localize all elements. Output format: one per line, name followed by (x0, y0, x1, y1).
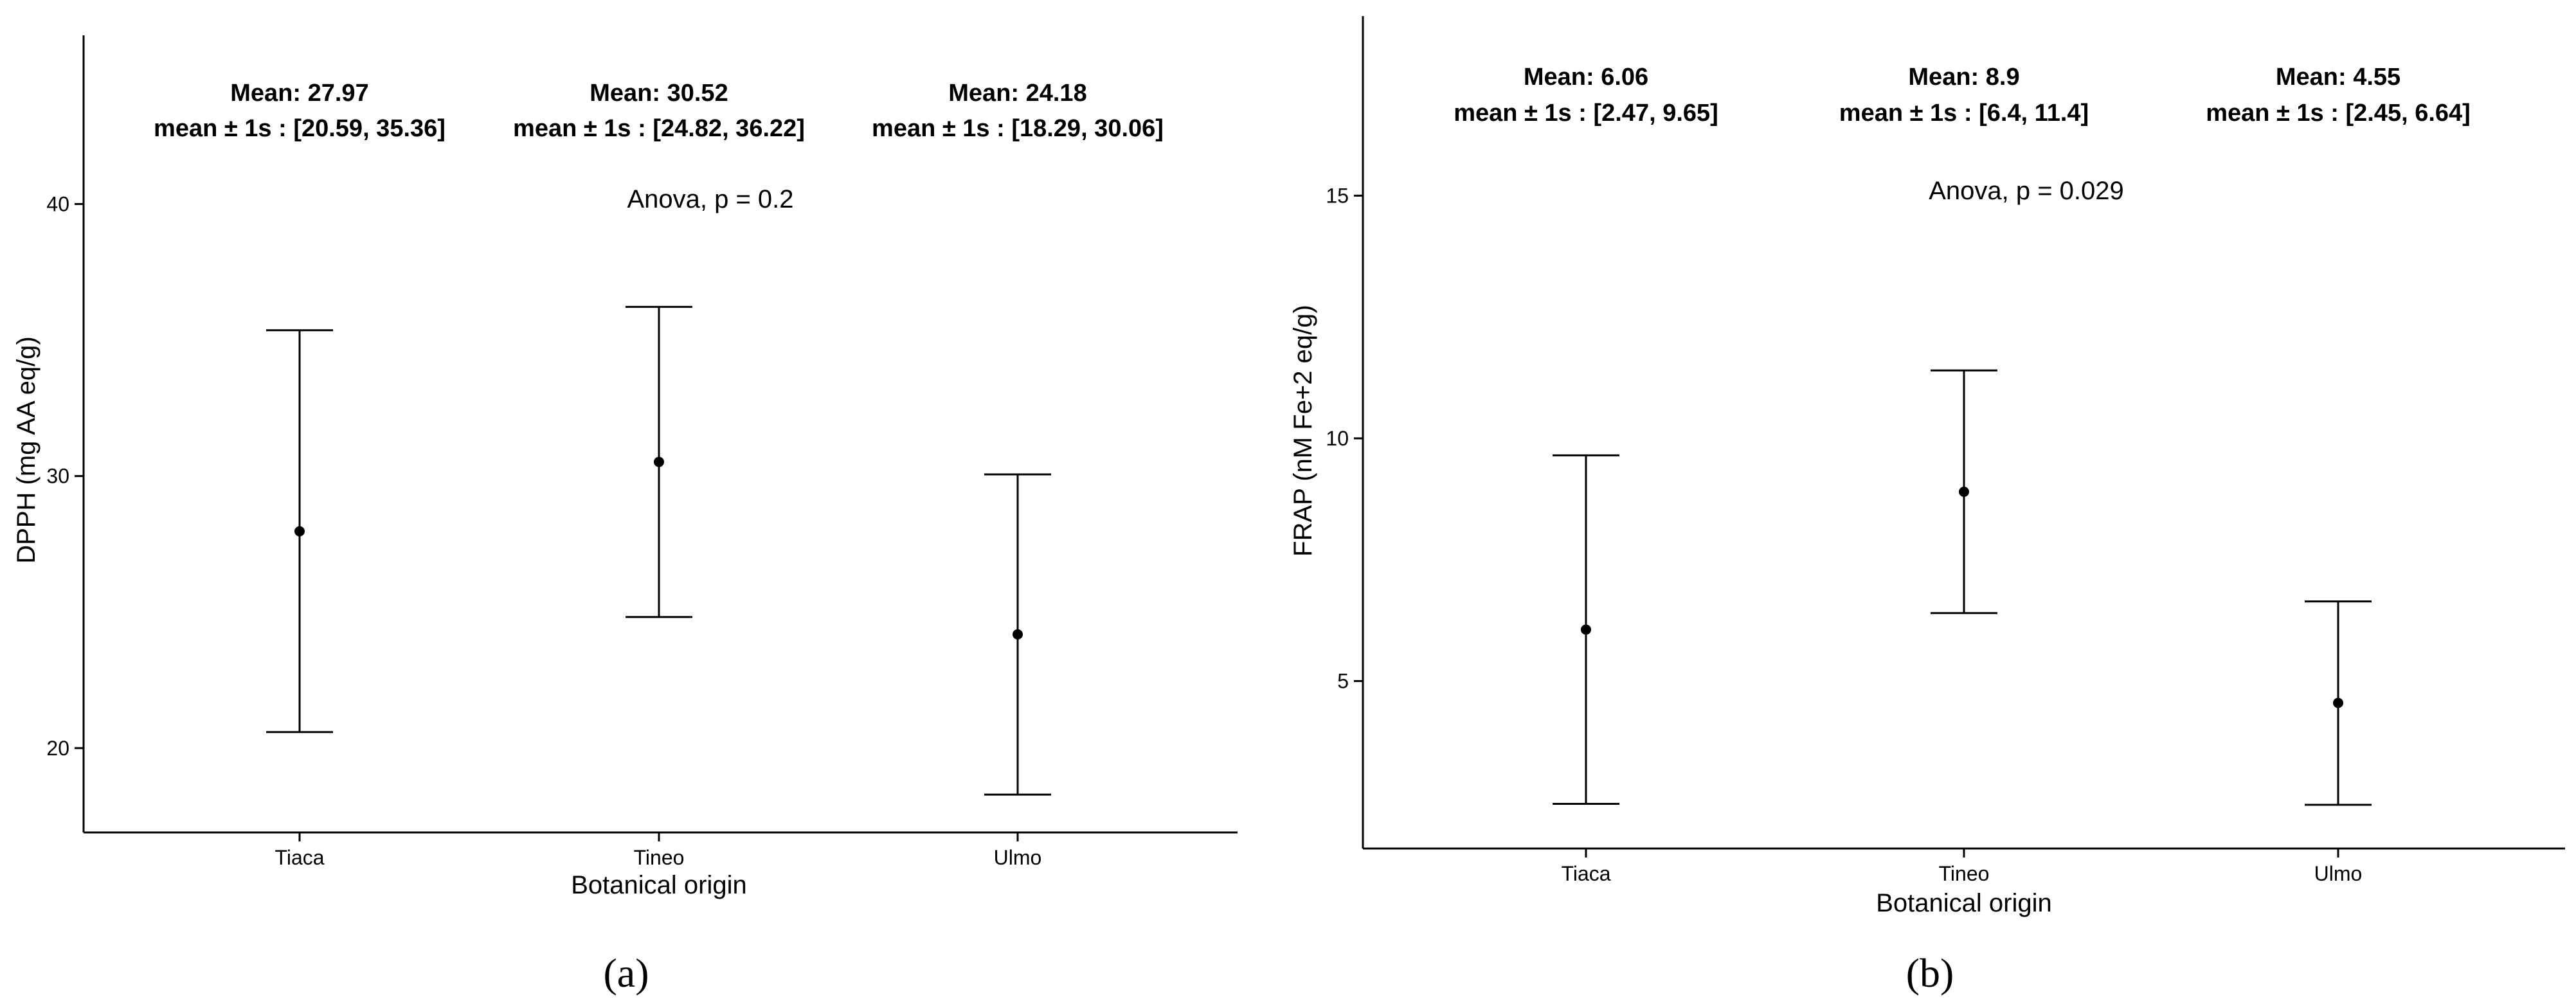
panel-b-range-annotation: mean ± 1s : [6.4, 11.4] (1839, 100, 2089, 127)
panel-a-x-tick-label: Ulmo (994, 846, 1042, 869)
panel-a-y-tick-label: 40 (46, 192, 69, 215)
panel-a-x-tick-label: Tineo (634, 846, 685, 869)
panel-a-mean-point (1013, 629, 1023, 640)
panel-b-mean-point (2333, 697, 2343, 708)
panel-b-mean-annotation: Mean: 4.55 (2276, 64, 2400, 91)
panel-a: DPPH (mg AA eq/g) Botanical origin Anova… (12, 35, 1238, 996)
panel-b-x-tick-label: Ulmo (2314, 862, 2363, 885)
panel-b-x-tick-label: Tineo (1939, 862, 1990, 885)
panel-b-x-tick-label: Tiaca (1561, 862, 1610, 885)
panel-b-range-annotation: mean ± 1s : [2.47, 9.65] (1454, 100, 1718, 127)
panel-a-x-axis-title: Botanical origin (571, 871, 747, 899)
panel-a-x-tick-label: Tiaca (275, 846, 324, 869)
panel-b-y-tick-label: 15 (1326, 184, 1349, 207)
panel-a-mean-annotation: Mean: 30.52 (590, 80, 728, 107)
panel-a-mean-point (294, 526, 305, 537)
panel-b-y-tick-label: 10 (1326, 427, 1349, 450)
panel-a-y-tick-label: 30 (46, 465, 69, 488)
panel-b-anova-label: Anova, p = 0.029 (1929, 177, 2124, 205)
panel-a-anova-label: Anova, p = 0.2 (627, 185, 793, 213)
panel-b-mean-annotation: Mean: 8.9 (1908, 64, 2019, 91)
panel-a-range-annotation: mean ± 1s : [18.29, 30.06] (872, 115, 1164, 142)
panel-a-y-axis-title: DPPH (mg AA eq/g) (12, 336, 41, 563)
panel-b-y-axis-title: FRAP (nM Fe+2 eq/g) (1289, 305, 1317, 557)
panel-a-y-tick-label: 20 (46, 737, 69, 760)
panel-b-mean-annotation: Mean: 6.06 (1524, 64, 1648, 91)
panel-a-mean-annotation: Mean: 27.97 (230, 80, 368, 107)
panel-a-label: (a) (603, 950, 649, 996)
panel-b-range-annotation: mean ± 1s : [2.45, 6.64] (2206, 100, 2471, 127)
panel-a-mean-point (654, 456, 664, 467)
panel-b-mean-point (1959, 487, 1969, 497)
panel-b-label: (b) (1906, 950, 1954, 996)
panel-b-y-tick-label: 5 (1337, 669, 1349, 692)
panel-a-range-annotation: mean ± 1s : [24.82, 36.22] (513, 115, 805, 142)
panel-b-x-axis-title: Botanical origin (1876, 889, 2052, 917)
panel-a-mean-annotation: Mean: 24.18 (948, 80, 1086, 107)
panel-b-mean-point (1581, 624, 1591, 635)
panel-b: FRAP (nM Fe+2 eq/g) Botanical origin Ano… (1289, 16, 2565, 996)
panel-a-range-annotation: mean ± 1s : [20.59, 35.36] (154, 115, 446, 142)
